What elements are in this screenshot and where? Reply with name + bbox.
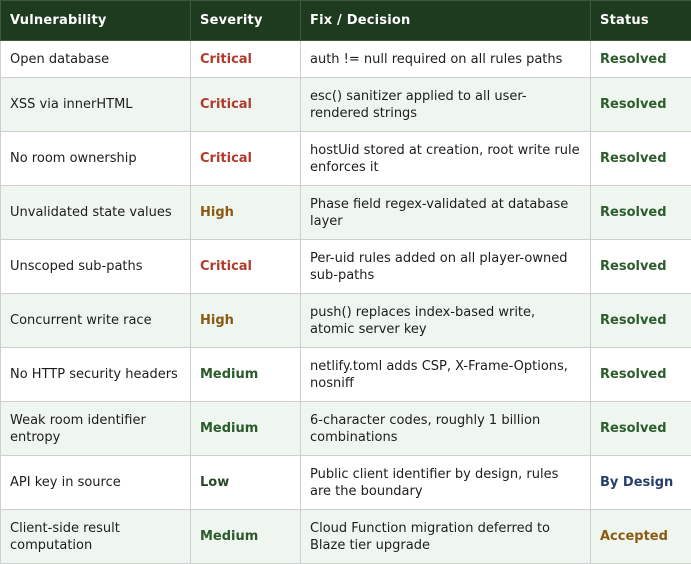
table-row: API key in source Low Public client identi…: [0, 455, 691, 510]
vulnerability-cell: Unvalidated state values: [0, 185, 191, 240]
table-row: XSS via innerHTML Critical esc() sanitizer…: [0, 77, 691, 132]
fix-decision-cell: Per-uid rules added on all player-owned …: [300, 239, 591, 294]
severity-cell: Critical: [190, 77, 301, 132]
vulnerability-cell: Concurrent write race: [0, 293, 191, 348]
vulnerability-cell: Client-side result computation: [0, 509, 191, 564]
fix-decision-cell: esc() sanitizer applied to all user-rend…: [300, 77, 591, 132]
table-row: Weak room identifier entropy Medium 6-char…: [0, 401, 691, 456]
fix-decision-cell: Cloud Function migration deferred to Bla…: [300, 509, 591, 564]
severity-cell: Critical: [190, 239, 301, 294]
severity-cell: Medium: [190, 509, 301, 564]
table-header: Vulnerability Severity Fix / Decision St…: [0, 0, 691, 41]
table-row: Client-side result computation Medium Clou…: [0, 509, 691, 564]
table-row: No room ownership Critical hostUid stored …: [0, 131, 691, 186]
fix-decision-cell: netlify.toml adds CSP, X-Frame-Options, …: [300, 347, 591, 402]
status-cell: Resolved: [590, 347, 691, 402]
table-row: Unvalidated state values High Phase field …: [0, 185, 691, 240]
header-vulnerability: Vulnerability: [0, 0, 191, 41]
header-row: Vulnerability Severity Fix / Decision St…: [0, 0, 691, 41]
header-severity: Severity: [190, 0, 301, 41]
fix-decision-cell: push() replaces index-based write, atomi…: [300, 293, 591, 348]
fix-decision-cell: 6-character codes, roughly 1 billion com…: [300, 401, 591, 456]
status-cell: Resolved: [590, 239, 691, 294]
table-row: Concurrent write race High push() replaces…: [0, 293, 691, 348]
vulnerability-cell: No room ownership: [0, 131, 191, 186]
vulnerability-cell: Weak room identifier entropy: [0, 401, 191, 456]
status-cell: By Design: [590, 455, 691, 510]
vulnerability-cell: Open database: [0, 40, 191, 78]
header-status: Status: [590, 0, 691, 41]
table-row: Open database Critical auth != null requir…: [0, 40, 691, 78]
table-body: Open database Critical auth != null requir…: [0, 40, 691, 564]
vulnerability-cell: Unscoped sub-paths: [0, 239, 191, 294]
status-cell: Resolved: [590, 131, 691, 186]
vulnerability-cell: XSS via innerHTML: [0, 77, 191, 132]
severity-cell: Low: [190, 455, 301, 510]
table-row: No HTTP security headers Medium netlify.to…: [0, 347, 691, 402]
status-cell: Resolved: [590, 401, 691, 456]
fix-decision-cell: auth != null required on all rules paths: [300, 40, 591, 78]
fix-decision-cell: hostUid stored at creation, root write r…: [300, 131, 591, 186]
status-cell: Resolved: [590, 185, 691, 240]
status-cell: Resolved: [590, 293, 691, 348]
severity-cell: Medium: [190, 347, 301, 402]
vulnerability-cell: API key in source: [0, 455, 191, 510]
severity-cell: Critical: [190, 40, 301, 78]
severity-cell: Medium: [190, 401, 301, 456]
status-cell: Resolved: [590, 40, 691, 78]
table-row: Unscoped sub-paths Critical Per-uid rules …: [0, 239, 691, 294]
fix-decision-cell: Public client identifier by design, rule…: [300, 455, 591, 510]
status-cell: Resolved: [590, 77, 691, 132]
severity-cell: High: [190, 185, 301, 240]
severity-cell: Critical: [190, 131, 301, 186]
severity-cell: High: [190, 293, 301, 348]
fix-decision-cell: Phase field regex-validated at database …: [300, 185, 591, 240]
status-cell: Accepted: [590, 509, 691, 564]
header-fix-decision: Fix / Decision: [300, 0, 591, 41]
vulnerability-cell: No HTTP security headers: [0, 347, 191, 402]
